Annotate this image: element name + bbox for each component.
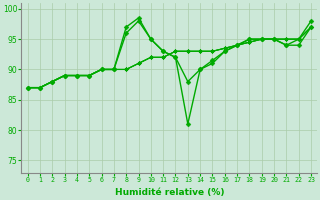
X-axis label: Humidité relative (%): Humidité relative (%) [115, 188, 224, 197]
